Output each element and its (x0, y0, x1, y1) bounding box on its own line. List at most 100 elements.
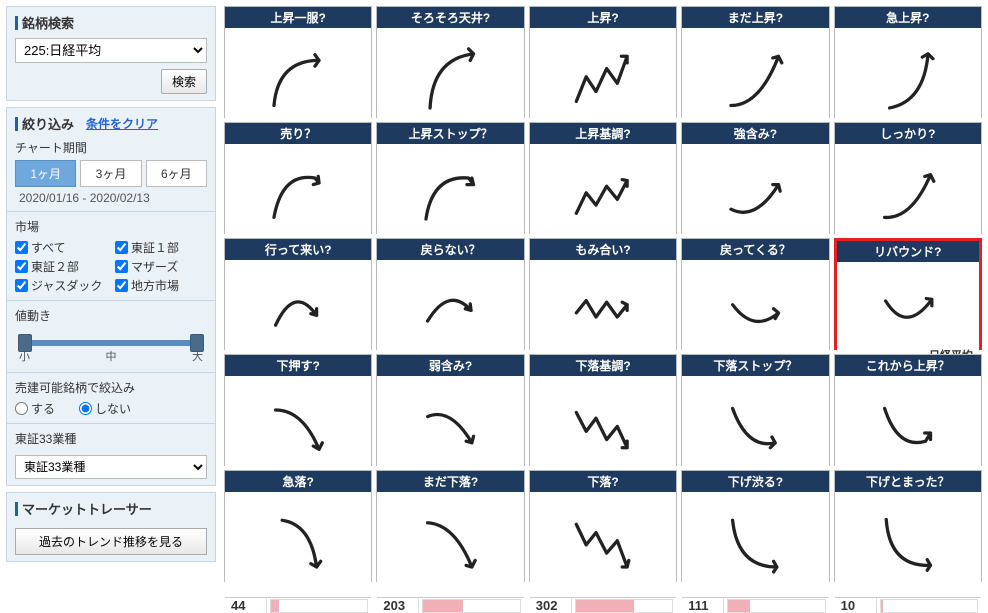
pattern-card-22[interactable]: 下落?302 (529, 470, 677, 582)
card-chart (682, 28, 828, 133)
card-footer: 111 (682, 597, 828, 613)
card-chart (377, 28, 523, 133)
market-check-0[interactable]: すべて (15, 239, 107, 256)
card-chart (682, 260, 828, 365)
pattern-card-6[interactable]: 上昇ストップ？147 (376, 122, 524, 234)
tracer-button[interactable]: 過去のトレンド推移を見る (15, 528, 207, 555)
pattern-card-15[interactable]: 下押す?83 (224, 354, 372, 466)
pattern-card-4[interactable]: 急上昇?61 (834, 6, 982, 118)
pattern-card-19[interactable]: これから上昇？164 (834, 354, 982, 466)
pattern-card-8[interactable]: 強含み?126 (681, 122, 829, 234)
card-title: 上昇ストップ？ (377, 123, 523, 144)
movement-label: 値動き (15, 307, 207, 324)
period-btn-0[interactable]: 1ヶ月 (15, 160, 76, 187)
pattern-card-2[interactable]: 上昇?62 (529, 6, 677, 118)
search-button[interactable]: 検索 (161, 69, 207, 94)
card-chart (835, 144, 981, 249)
pattern-card-11[interactable]: 戻らない？176 (376, 238, 524, 350)
pattern-card-20[interactable]: 急落?44 (224, 470, 372, 582)
market-check-4[interactable]: ジャスダック (15, 277, 107, 294)
card-chart (225, 144, 371, 249)
market-check-3[interactable]: マザーズ (115, 258, 207, 275)
card-bar (422, 599, 520, 613)
short-radio-1[interactable]: しない (79, 400, 131, 417)
card-chart (225, 492, 371, 597)
market-label: 市場 (15, 218, 207, 235)
tracer-panel: マーケットトレーサー 過去のトレンド推移を見る (6, 492, 216, 562)
stock-select[interactable]: 225:日経平均 (15, 38, 207, 63)
card-title: 行って来い? (225, 239, 371, 260)
card-chart (225, 260, 371, 365)
card-title: そろそろ天井? (377, 7, 523, 28)
card-chart (835, 376, 981, 481)
card-title: 強含み? (682, 123, 828, 144)
clear-filter-link[interactable]: 条件をクリア (86, 115, 158, 132)
pattern-card-3[interactable]: まだ上昇?85 (681, 6, 829, 118)
period-btn-2[interactable]: 6ヶ月 (146, 160, 207, 187)
pattern-card-9[interactable]: しっかり?104 (834, 122, 982, 234)
short-label: 売建可能銘柄で絞込み (15, 379, 207, 396)
pattern-card-17[interactable]: 下落基調?468 (529, 354, 677, 466)
pattern-card-12[interactable]: もみ合い?190 (529, 238, 677, 350)
pattern-card-0[interactable]: 上昇一服?12 (224, 6, 372, 118)
market-check-5[interactable]: 地方市場 (115, 277, 207, 294)
pattern-card-18[interactable]: 下落ストップ？455 (681, 354, 829, 466)
card-bar (727, 599, 825, 613)
card-title: まだ上昇? (682, 7, 828, 28)
period-btn-1[interactable]: 3ヶ月 (80, 160, 141, 187)
card-count: 203 (377, 598, 419, 613)
card-title: リバウンド? (837, 241, 979, 262)
card-chart (530, 144, 676, 249)
pattern-card-24[interactable]: 下げとまった？10 (834, 470, 982, 582)
pattern-card-1[interactable]: そろそろ天井?36 (376, 6, 524, 118)
card-title: 戻ってくる？ (682, 239, 828, 260)
card-chart (377, 144, 523, 249)
card-count: 44 (225, 598, 267, 613)
card-chart (835, 492, 981, 597)
card-title: 急落? (225, 471, 371, 492)
card-chart: 日経平均 (837, 262, 979, 365)
search-title: 銘柄検索 (15, 13, 207, 32)
market-check-1[interactable]: 東証１部 (115, 239, 207, 256)
pattern-card-16[interactable]: 弱含み?236 (376, 354, 524, 466)
pattern-card-13[interactable]: 戻ってくる？176 (681, 238, 829, 350)
card-chart (377, 260, 523, 365)
pattern-card-7[interactable]: 上昇基調?202 (529, 122, 677, 234)
card-chart (682, 492, 828, 597)
card-title: もみ合い? (530, 239, 676, 260)
sector-select[interactable]: 東証33業種 (15, 455, 207, 479)
card-title: 下落基調? (530, 355, 676, 376)
card-bar (880, 599, 978, 613)
card-chart (530, 376, 676, 481)
slider-handle-min[interactable] (18, 334, 32, 352)
card-title: 下げとまった？ (835, 471, 981, 492)
pattern-card-10[interactable]: 行って来い?121 (224, 238, 372, 350)
card-title: しっかり? (835, 123, 981, 144)
card-title: 下押す? (225, 355, 371, 376)
card-title: 売り？ (225, 123, 371, 144)
short-radio-0[interactable]: する (15, 400, 55, 417)
market-check-2[interactable]: 東証２部 (15, 258, 107, 275)
pattern-card-23[interactable]: 下げ渋る?111 (681, 470, 829, 582)
card-chart (682, 376, 828, 481)
pattern-card-14[interactable]: リバウンド?日経平均210 (834, 238, 982, 350)
card-title: 下げ渋る? (682, 471, 828, 492)
card-title: 下落? (530, 471, 676, 492)
search-panel: 銘柄検索 225:日経平均 検索 (6, 6, 216, 101)
movement-slider[interactable]: 小 中 大 (15, 328, 207, 366)
card-chart (225, 28, 371, 133)
card-title: 急上昇? (835, 7, 981, 28)
pattern-card-5[interactable]: 売り？77 (224, 122, 372, 234)
filter-panel: 絞り込み 条件をクリア チャート期間 1ヶ月3ヶ月6ヶ月 2020/01/16 … (6, 107, 216, 486)
card-chart (530, 260, 676, 365)
card-title: まだ下落? (377, 471, 523, 492)
card-footer: 203 (377, 597, 523, 613)
card-count: 111 (682, 598, 724, 613)
card-title: 上昇? (530, 7, 676, 28)
card-title: 戻らない？ (377, 239, 523, 260)
card-count: 302 (530, 598, 572, 613)
card-chart (835, 28, 981, 133)
pattern-card-21[interactable]: まだ下落?203 (376, 470, 524, 582)
slider-handle-max[interactable] (190, 334, 204, 352)
card-chart (530, 492, 676, 597)
